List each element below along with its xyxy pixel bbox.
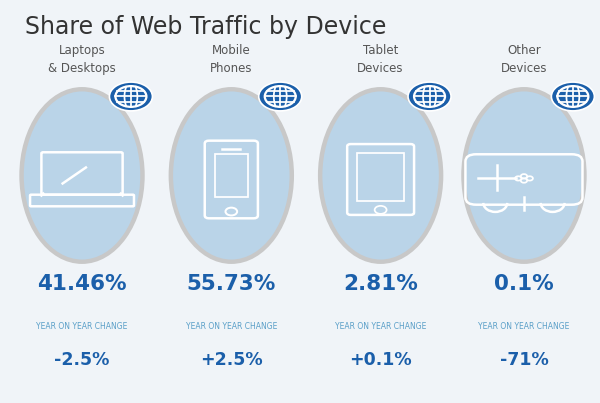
Text: Tablet
Devices: Tablet Devices [358, 44, 404, 75]
Circle shape [109, 82, 152, 111]
Text: Share of Web Traffic by Device: Share of Web Traffic by Device [25, 15, 386, 39]
Text: -2.5%: -2.5% [55, 351, 110, 369]
Text: YEAR ON YEAR CHANGE: YEAR ON YEAR CHANGE [478, 322, 569, 331]
Ellipse shape [322, 91, 439, 260]
Text: 55.73%: 55.73% [187, 274, 276, 293]
Text: 2.81%: 2.81% [343, 274, 418, 293]
Ellipse shape [318, 87, 443, 264]
Text: Other
Devices: Other Devices [501, 44, 547, 75]
Text: Mobile
Phones: Mobile Phones [210, 44, 253, 75]
Text: YEAR ON YEAR CHANGE: YEAR ON YEAR CHANGE [37, 322, 128, 331]
Ellipse shape [24, 91, 140, 260]
Text: 41.46%: 41.46% [37, 274, 127, 293]
Ellipse shape [173, 91, 290, 260]
Text: +0.1%: +0.1% [349, 351, 412, 369]
Bar [358, 153, 404, 201]
Ellipse shape [19, 87, 145, 264]
Text: YEAR ON YEAR CHANGE: YEAR ON YEAR CHANGE [335, 322, 427, 331]
Bar [215, 154, 248, 197]
Ellipse shape [169, 87, 294, 264]
Text: Laptops
& Desktops: Laptops & Desktops [48, 44, 116, 75]
Circle shape [259, 82, 302, 111]
Text: +2.5%: +2.5% [200, 351, 263, 369]
Ellipse shape [461, 87, 587, 264]
Text: 0.1%: 0.1% [494, 274, 554, 293]
Circle shape [408, 82, 451, 111]
Text: YEAR ON YEAR CHANGE: YEAR ON YEAR CHANGE [185, 322, 277, 331]
Text: -71%: -71% [500, 351, 548, 369]
Ellipse shape [466, 91, 582, 260]
Circle shape [551, 82, 595, 111]
